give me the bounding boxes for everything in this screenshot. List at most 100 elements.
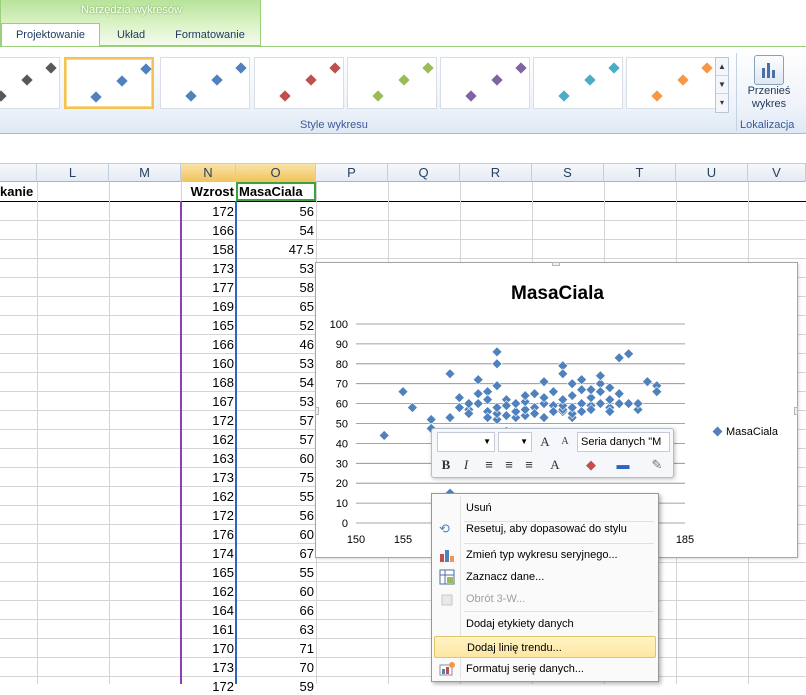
data-point[interactable] <box>651 386 663 398</box>
gallery-down-button[interactable]: ▼ <box>716 76 728 94</box>
data-point[interactable] <box>566 378 578 390</box>
data-point[interactable] <box>623 348 635 360</box>
cell-wzrost[interactable]: 173 <box>212 261 234 276</box>
cell-wzrost[interactable]: 174 <box>212 546 234 561</box>
cell-masaciala[interactable]: 60 <box>299 451 314 466</box>
column-header-t[interactable]: T <box>604 164 676 182</box>
data-point[interactable] <box>641 376 653 388</box>
align-right-icon[interactable]: ≡ <box>525 457 533 472</box>
column-header-r[interactable]: R <box>460 164 532 182</box>
data-point[interactable] <box>613 398 625 410</box>
cell-wzrost[interactable]: 173 <box>212 470 234 485</box>
cell-masaciala[interactable]: 59 <box>299 679 314 694</box>
data-point[interactable] <box>538 392 550 404</box>
cell-wzrost[interactable]: 166 <box>212 223 234 238</box>
bold-icon[interactable]: B <box>441 457 451 472</box>
column-header-p[interactable]: P <box>316 164 388 182</box>
data-point[interactable] <box>397 386 409 398</box>
cell-wzrost[interactable]: 169 <box>212 299 234 314</box>
data-point[interactable] <box>491 402 503 414</box>
align-center-icon[interactable]: ≡ <box>505 457 513 472</box>
data-point[interactable] <box>519 404 531 415</box>
grow-font-icon[interactable]: A <box>540 434 550 449</box>
data-point[interactable] <box>538 398 550 410</box>
cell-masaciala[interactable]: 58 <box>299 280 314 295</box>
chart-style-thumb[interactable] <box>160 57 250 109</box>
cell-header-wzrost[interactable]: Wzrost <box>190 184 234 199</box>
data-point[interactable] <box>463 408 475 419</box>
data-point[interactable] <box>500 410 512 421</box>
data-point[interactable] <box>519 396 531 408</box>
cell-wzrost[interactable]: 161 <box>212 622 234 637</box>
cell-masaciala[interactable]: 53 <box>299 394 314 409</box>
data-point[interactable] <box>482 394 494 406</box>
data-point[interactable] <box>613 388 625 400</box>
data-point[interactable] <box>566 402 578 414</box>
cell-masaciala[interactable]: 54 <box>299 223 314 238</box>
cell-wzrost[interactable]: 166 <box>212 337 234 352</box>
column-header-u[interactable]: U <box>676 164 748 182</box>
align-left-icon[interactable]: ≡ <box>485 457 493 472</box>
menu-item-3d-rotation[interactable]: Obrót 3-W... <box>434 588 656 610</box>
gallery-more-button[interactable]: ▾ <box>719 98 724 107</box>
cell-wzrost[interactable]: 167 <box>212 394 234 409</box>
chart-style-thumb[interactable] <box>626 57 716 109</box>
data-point[interactable] <box>594 386 606 398</box>
data-point[interactable] <box>510 406 522 417</box>
data-point[interactable] <box>519 410 531 421</box>
tab-projektowanie[interactable]: Projektowanie <box>1 23 100 47</box>
cell-masaciala[interactable]: 75 <box>299 470 314 485</box>
data-point[interactable] <box>425 414 437 425</box>
cell-wzrost[interactable]: 162 <box>212 489 234 504</box>
data-point[interactable] <box>378 430 390 441</box>
cell-wzrost[interactable]: 164 <box>212 603 234 618</box>
column-header-l[interactable]: L <box>37 164 109 182</box>
data-point[interactable] <box>557 368 569 380</box>
cell-wzrost[interactable]: 163 <box>212 451 234 466</box>
data-point[interactable] <box>547 406 559 417</box>
cell-masaciala[interactable]: 60 <box>299 584 314 599</box>
cell-masaciala[interactable]: 46 <box>299 337 314 352</box>
data-point[interactable] <box>604 406 616 417</box>
chart-title[interactable]: MasaCiala <box>511 283 604 304</box>
data-point[interactable] <box>585 384 597 396</box>
cell-masaciala[interactable]: 66 <box>299 603 314 618</box>
chart-resize-handle-right[interactable] <box>794 407 798 415</box>
data-point[interactable] <box>444 412 456 423</box>
data-point[interactable] <box>576 384 588 396</box>
cell-header-k[interactable]: kanie <box>0 184 34 199</box>
cell-wzrost[interactable]: 168 <box>212 375 234 390</box>
data-point[interactable] <box>632 404 644 415</box>
cell-masaciala[interactable]: 65 <box>299 299 314 314</box>
menu-item-format-series[interactable]: Formatuj serię danych... <box>434 658 656 680</box>
data-point[interactable] <box>491 358 503 370</box>
column-header-m[interactable]: M <box>109 164 181 182</box>
column-header-o[interactable]: O <box>236 164 316 182</box>
data-point[interactable] <box>594 398 606 410</box>
cell-header-masaciala[interactable]: MasaCiala <box>239 184 303 199</box>
data-point[interactable] <box>566 408 578 419</box>
data-point[interactable] <box>547 386 559 398</box>
cell-wzrost[interactable]: 165 <box>212 318 234 333</box>
data-point[interactable] <box>604 382 616 394</box>
cell-wzrost[interactable]: 176 <box>212 527 234 542</box>
menu-item-add-data-labels[interactable]: Dodaj etykiety danych <box>434 613 656 635</box>
menu-item-add-trendline[interactable]: Dodaj linię trendu... <box>434 636 656 658</box>
data-point[interactable] <box>566 390 578 402</box>
data-point[interactable] <box>613 352 625 364</box>
chart-legend[interactable]: MasaCiala <box>712 426 778 438</box>
cell-wzrost[interactable]: 173 <box>212 660 234 675</box>
data-point[interactable] <box>529 408 541 419</box>
cell-wzrost[interactable]: 170 <box>212 641 234 656</box>
data-point[interactable] <box>557 400 569 412</box>
cell-masaciala[interactable]: 60 <box>299 527 314 542</box>
menu-item-usun[interactable]: Usuń <box>434 497 656 519</box>
data-point[interactable] <box>585 392 597 404</box>
data-point[interactable] <box>594 370 606 382</box>
cell-wzrost[interactable]: 172 <box>212 413 234 428</box>
cell-masaciala[interactable]: 53 <box>299 261 314 276</box>
column-header-n[interactable]: N <box>181 164 236 182</box>
data-point[interactable] <box>472 374 484 386</box>
data-point[interactable] <box>406 402 418 414</box>
outline-color-icon[interactable]: ▬ <box>616 457 630 472</box>
